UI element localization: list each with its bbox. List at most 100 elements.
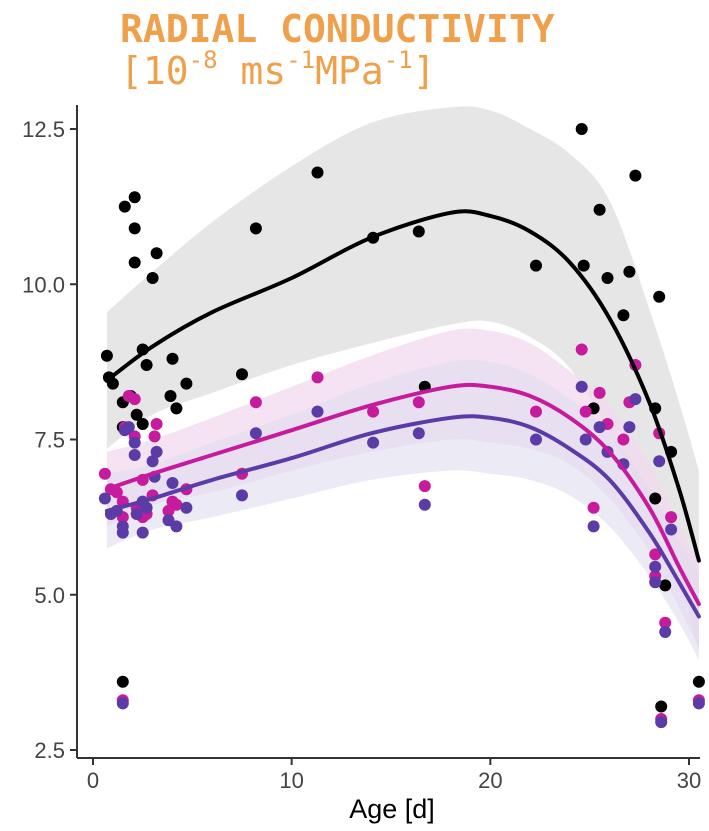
data-point [587,520,600,533]
data-point [166,352,179,365]
y-tick-label: 12.5 [22,117,65,142]
data-point [170,402,183,415]
data-point [166,477,179,489]
data-point [367,436,380,449]
x-axis-label: Age [d] [349,794,435,824]
data-point [128,191,141,204]
data-point [311,405,324,418]
data-point [653,290,666,303]
unit-ms: ms [218,49,287,93]
x-tick-label: 30 [677,768,701,793]
unit-open: [10 [120,49,189,93]
data-points [98,123,705,729]
data-point [655,700,668,713]
data-point [146,455,159,468]
data-point [617,433,630,446]
unit-exponent-2: -1 [286,46,315,74]
data-point [418,480,431,493]
data-point [412,396,425,409]
data-point [575,343,588,356]
x-tick-label: 20 [478,768,502,793]
data-point [128,393,141,406]
data-point [577,259,590,272]
data-point [587,501,600,514]
data-point [311,371,324,384]
data-point [100,349,113,362]
data-point [649,492,662,505]
data-point [418,498,431,511]
data-point [593,203,606,216]
data-point [249,427,262,440]
chart-unit: [10-8 ms-1MPa-1] [120,46,436,93]
data-point [692,697,705,710]
data-point [180,377,193,390]
fit-line-2 [104,382,701,607]
data-point [412,427,425,440]
unit-mpa: MPa [315,49,384,93]
unit-exponent-3: -1 [384,46,413,74]
data-point [311,166,324,179]
data-point [593,386,606,399]
data-point [236,489,248,502]
data-point [128,436,141,449]
y-tick-label: 7.5 [34,428,65,453]
data-point [180,501,193,514]
data-point [136,418,149,430]
data-point [649,576,662,589]
data-point [116,697,129,710]
data-point [164,390,177,402]
data-point [617,309,630,322]
data-point [579,433,592,446]
chart-title: RADIAL CONDUCTIVITY [120,7,555,51]
data-point [629,169,642,182]
data-point [148,430,161,443]
data-point [150,445,163,458]
data-point [116,520,129,533]
data-point [249,222,262,235]
data-point [98,467,111,480]
data-point [593,421,606,434]
data-point [412,225,425,238]
x-tick-label: 10 [279,768,303,793]
data-point [128,449,141,461]
data-point [116,675,129,688]
data-point [665,523,678,536]
unit-close: ] [413,49,436,93]
y-tick-label: 5.0 [34,583,65,608]
y-tick-label: 2.5 [34,738,65,763]
data-point [130,408,143,421]
data-point [659,579,672,592]
data-point [655,716,668,729]
data-point [601,272,614,284]
data-point [170,520,183,533]
data-point [136,526,149,539]
data-point [98,492,111,505]
data-point [150,247,163,260]
data-point [367,405,380,418]
data-point [692,675,705,688]
data-point [128,222,141,235]
data-point [130,508,143,520]
data-point [649,560,662,573]
data-point [122,421,135,434]
data-point [659,616,672,629]
data-point [665,511,678,524]
data-point [649,548,662,561]
unit-exponent-1: -8 [189,46,218,74]
y-tick-label: 10.0 [22,272,65,297]
data-point [140,359,153,371]
data-point [659,626,672,638]
data-point [623,265,636,278]
data-point [236,368,248,381]
data-point [579,405,592,418]
confidence-band-1 [106,106,699,651]
data-point [170,498,183,511]
fit-line-1 [104,209,701,563]
data-point [623,421,636,434]
data-point [140,501,153,514]
fit-line-3 [104,414,701,619]
data-point [530,259,542,272]
data-point [146,272,159,284]
data-point [653,455,666,468]
